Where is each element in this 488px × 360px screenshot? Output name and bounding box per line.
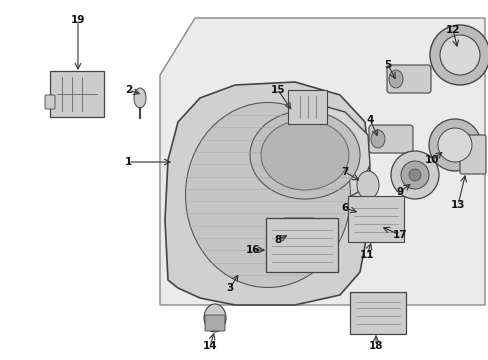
Ellipse shape bbox=[357, 202, 377, 228]
Polygon shape bbox=[242, 102, 369, 210]
Circle shape bbox=[408, 169, 420, 181]
FancyBboxPatch shape bbox=[347, 196, 403, 242]
Text: 9: 9 bbox=[396, 187, 403, 197]
Ellipse shape bbox=[370, 130, 384, 148]
Text: 18: 18 bbox=[368, 341, 383, 351]
Ellipse shape bbox=[261, 120, 348, 190]
Ellipse shape bbox=[134, 88, 146, 108]
Text: 5: 5 bbox=[384, 60, 391, 70]
Text: 3: 3 bbox=[226, 283, 233, 293]
Text: 19: 19 bbox=[71, 15, 85, 25]
Circle shape bbox=[437, 128, 471, 162]
Ellipse shape bbox=[185, 103, 350, 288]
Text: 15: 15 bbox=[270, 85, 285, 95]
Text: 8: 8 bbox=[274, 235, 281, 245]
Text: 16: 16 bbox=[245, 245, 260, 255]
Text: 6: 6 bbox=[341, 203, 348, 213]
FancyBboxPatch shape bbox=[386, 65, 430, 93]
FancyBboxPatch shape bbox=[349, 292, 405, 334]
FancyBboxPatch shape bbox=[265, 218, 337, 272]
Text: 17: 17 bbox=[392, 230, 407, 240]
Text: 10: 10 bbox=[424, 155, 438, 165]
Ellipse shape bbox=[203, 304, 225, 332]
FancyBboxPatch shape bbox=[45, 95, 55, 109]
Text: 4: 4 bbox=[366, 115, 373, 125]
Text: 12: 12 bbox=[445, 25, 459, 35]
Ellipse shape bbox=[249, 111, 359, 199]
FancyBboxPatch shape bbox=[50, 71, 104, 117]
Text: 11: 11 bbox=[359, 250, 373, 260]
Polygon shape bbox=[164, 82, 369, 305]
Circle shape bbox=[439, 35, 479, 75]
Text: 2: 2 bbox=[125, 85, 132, 95]
Circle shape bbox=[428, 119, 480, 171]
Ellipse shape bbox=[356, 171, 378, 199]
FancyBboxPatch shape bbox=[368, 125, 412, 153]
Circle shape bbox=[429, 25, 488, 85]
FancyBboxPatch shape bbox=[283, 218, 314, 240]
FancyBboxPatch shape bbox=[204, 315, 224, 331]
Text: 14: 14 bbox=[202, 341, 217, 351]
Circle shape bbox=[400, 161, 428, 189]
Polygon shape bbox=[160, 18, 484, 305]
FancyBboxPatch shape bbox=[459, 135, 485, 174]
Text: 13: 13 bbox=[450, 200, 464, 210]
Text: 7: 7 bbox=[341, 167, 348, 177]
Circle shape bbox=[390, 151, 438, 199]
FancyBboxPatch shape bbox=[287, 90, 326, 124]
Text: 1: 1 bbox=[124, 157, 131, 167]
Ellipse shape bbox=[388, 70, 402, 88]
